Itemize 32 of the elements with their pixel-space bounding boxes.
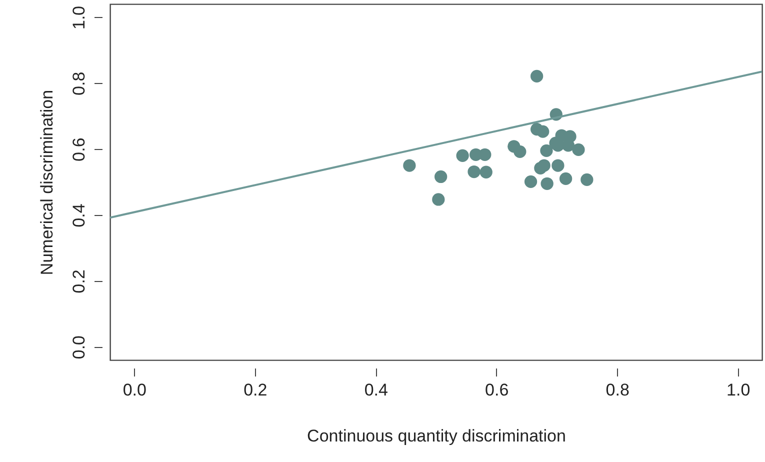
point [536,125,550,138]
point [432,193,445,206]
y-tick-label: 0.6 [70,138,88,162]
point [403,159,416,172]
x-tick-label: 0.8 [606,380,630,400]
x-axis-title: Continuous quantity discrimination [307,426,566,446]
point [524,175,538,188]
point [538,159,550,172]
point [434,170,448,184]
y-tick-label: 0.8 [70,72,88,96]
x-tick-label: 0.6 [485,380,509,400]
point [572,143,585,156]
x-tick-label: 1.0 [726,380,750,400]
y-tick-label: 1.0 [70,6,88,30]
x-tick-label: 0.2 [244,380,268,400]
point [552,159,564,172]
y-tick-label: 0.4 [70,204,88,228]
point [456,149,469,162]
y-axis-title: Numerical discrimination [38,90,56,276]
point [478,148,492,161]
point [580,173,594,186]
point [530,70,544,82]
point [480,166,492,178]
y-tick-label: 0.2 [70,270,88,294]
point [514,145,526,158]
point [468,165,480,178]
x-tick-label: 0.4 [364,380,388,400]
point [540,177,554,190]
point [559,172,572,186]
x-tick-label: 0.0 [122,380,146,400]
point [540,144,553,157]
y-tick-label: 0.0 [70,335,88,360]
